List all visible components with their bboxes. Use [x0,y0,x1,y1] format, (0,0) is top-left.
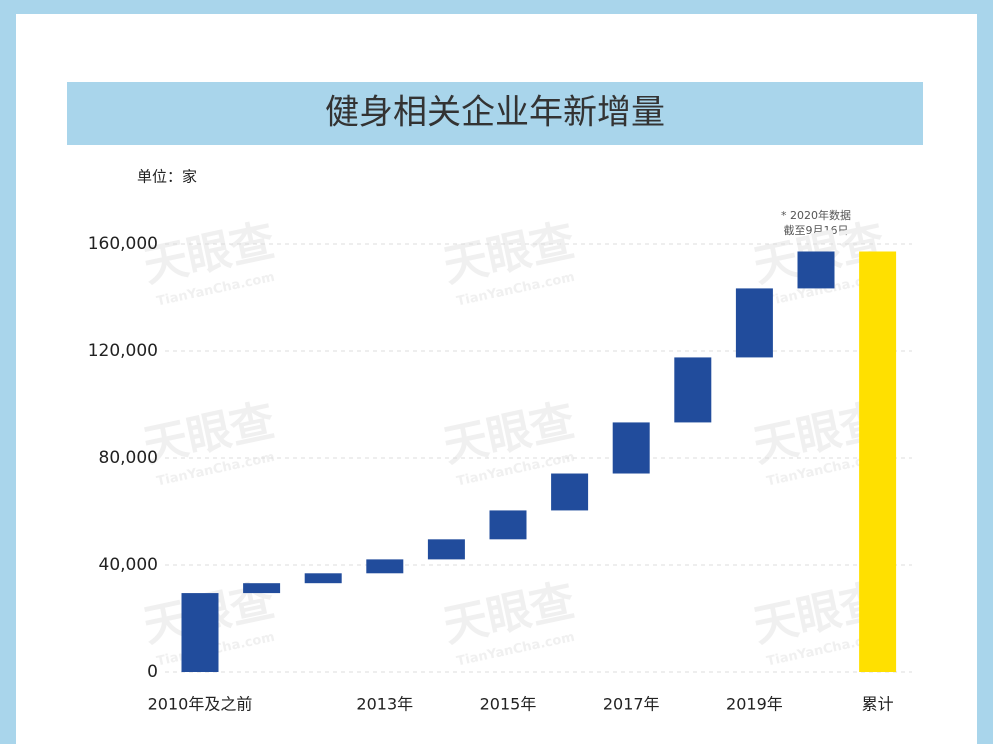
bar [735,288,773,358]
y-tick-label: 160,000 [88,234,158,254]
x-tick-label: 累计 [862,695,894,714]
bar [489,510,527,540]
bar [243,583,281,594]
bar [181,593,219,672]
chart-title: 健身相关企业年新增量 [325,93,665,133]
bar [304,573,342,584]
bar [551,473,589,511]
bar [797,251,835,289]
x-tick-label: 2013年 [356,695,413,714]
bar [366,559,404,574]
bar [674,357,712,423]
x-tick-label: 2015年 [480,695,537,714]
bar [612,422,650,474]
y-tick-label: 40,000 [99,555,158,575]
y-tick-label: 80,000 [99,448,158,468]
bar [859,251,897,673]
note: 截至9月16日 [784,223,849,237]
note: * 2020年数据 [781,208,851,222]
x-tick-label: 2019年 [726,695,783,714]
x-tick-label: 2010年及之前 [148,695,253,714]
x-tick-label: 2017年 [603,695,660,714]
y-tick-label: 120,000 [88,341,158,361]
y-tick-label: 0 [147,662,158,682]
title-band [67,82,923,145]
bar [427,539,465,560]
unit-label: 单位：家 [137,168,197,186]
